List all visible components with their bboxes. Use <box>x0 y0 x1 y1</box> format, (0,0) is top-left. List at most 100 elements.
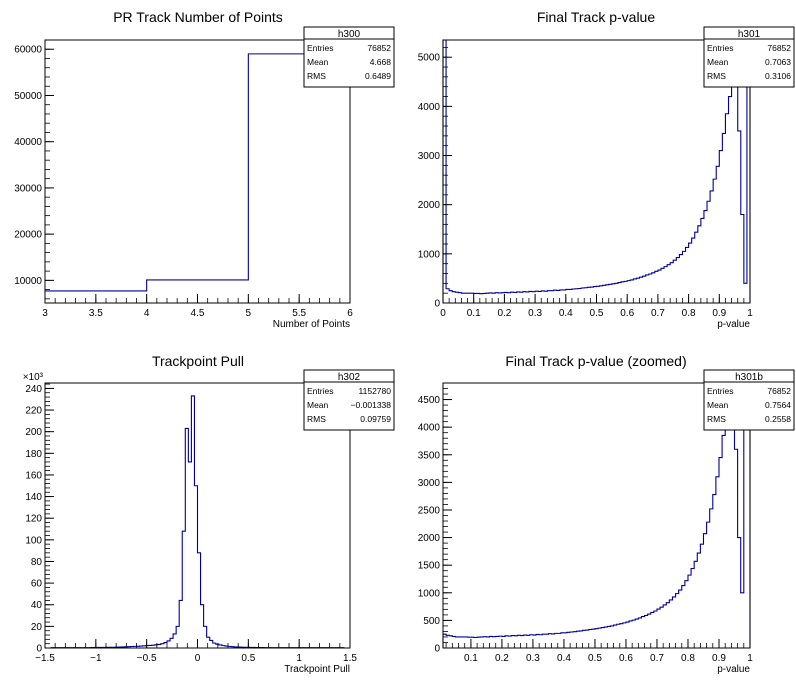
stats-row-value: 0.7564 <box>765 400 791 410</box>
y-tick-label: 3000 <box>418 151 441 162</box>
chart-panel-4: Final Track p-value (zoomed) 0 500 1000 1500… <box>418 353 795 675</box>
y-tick-label: 5000 <box>418 53 441 64</box>
x-tick-label: 0.2 <box>497 308 511 319</box>
stats-row-value: 76852 <box>767 386 791 396</box>
x-tick-label: 0.5 <box>590 308 604 319</box>
x-tick-label: 0.8 <box>681 653 695 664</box>
stats-row-value: 1152780 <box>359 386 392 396</box>
y-tick-label: 0 <box>434 299 440 310</box>
x-tick-label: 4 <box>144 308 150 319</box>
x-tick-label: 1 <box>747 653 753 664</box>
y-tick-label: 10000 <box>14 276 42 287</box>
y-tick-label: 180 <box>25 449 42 460</box>
y-tick-label: 3000 <box>418 478 441 489</box>
histogram-series <box>45 53 350 292</box>
y-tick-label: 50000 <box>14 91 42 102</box>
x-tick-label: 3 <box>42 308 48 319</box>
y-tick-label: 4000 <box>418 423 441 434</box>
x-tick-label: 0.3 <box>526 653 540 664</box>
y-tick-label: 2000 <box>418 533 441 544</box>
stats-row-value: −0.001338 <box>351 400 392 410</box>
x-tick-label: 0.5 <box>588 653 602 664</box>
stats-row-label: Entries <box>707 43 733 53</box>
stats-row-label: Entries <box>307 386 333 396</box>
x-tick-label: 6 <box>347 308 353 319</box>
stats-box-frame <box>303 369 395 431</box>
x-tick-label: 0.8 <box>682 308 696 319</box>
stats-box-name: h301 <box>738 29 761 40</box>
y-tick-label: 2500 <box>418 505 441 516</box>
x-tick-label: 1 <box>296 653 302 664</box>
stats-box-frame <box>703 369 795 431</box>
y-tick-label: 160 <box>25 470 42 481</box>
stats-row-label: Mean <box>707 400 729 410</box>
stats-row-label: Entries <box>307 43 333 53</box>
x-tick-label: −1 <box>90 653 102 664</box>
x-tick-label: 1.5 <box>343 653 357 664</box>
y-exponent-label: ×10³ <box>23 372 44 383</box>
x-tick-label: 0.9 <box>712 308 726 319</box>
y-tick-label: 1000 <box>418 249 441 260</box>
x-tick-label: 0.1 <box>464 653 478 664</box>
x-tick-label: 0 <box>195 653 201 664</box>
stats-row-label: RMS <box>707 71 726 81</box>
y-tick-label: 2000 <box>418 200 441 211</box>
chart-panel-2: Final Track p-value 0 1000 2000 3000 4000 5000… <box>418 9 795 330</box>
x-axis: 3 3.5 4 4.5 5 5.5 6 <box>42 294 353 319</box>
y-tick-label: 20 <box>31 622 43 633</box>
x-tick-label: 0.7 <box>651 308 665 319</box>
chart-title: PR Track Number of Points <box>113 9 283 25</box>
y-tick-label: 0 <box>36 644 42 655</box>
y-tick-label: 100 <box>25 535 42 546</box>
x-tick-label: 0 <box>440 308 446 319</box>
y-tick-label: 40000 <box>14 137 42 148</box>
x-tick-label: 0.3 <box>528 308 542 319</box>
x-tick-label: 5 <box>246 308 252 319</box>
stats-row-value: 0.3106 <box>765 71 791 81</box>
stats-row-value: 76852 <box>767 43 791 53</box>
histogram-series <box>45 395 350 649</box>
chart-title: Final Track p-value <box>537 9 655 25</box>
x-tick-label: 0.5 <box>241 653 255 664</box>
y-tick-label: 80 <box>31 557 43 568</box>
x-tick-label: 0.1 <box>467 308 481 319</box>
x-axis-title: p-value <box>717 319 750 330</box>
stats-box-name: h302 <box>338 372 361 383</box>
stats-box-frame <box>703 26 795 88</box>
y-tick-label: 3500 <box>418 450 441 461</box>
stats-row-value: 0.6489 <box>365 71 391 81</box>
y-tick-label: 140 <box>25 492 42 503</box>
stats-box-name: h300 <box>338 29 361 40</box>
x-tick-label: 0.2 <box>495 653 509 664</box>
x-tick-label: −1.5 <box>35 653 55 664</box>
x-axis-title: p-value <box>717 664 750 675</box>
stats-row-value: 0.7063 <box>765 57 791 67</box>
y-tick-label: 30000 <box>14 183 42 194</box>
x-tick-label: 3.5 <box>89 308 103 319</box>
stats-row-label: Entries <box>707 386 733 396</box>
stats-box-name: h301b <box>735 372 763 383</box>
chart-panel-1: PR Track Number of Points 10000 20000 30000… <box>14 9 395 330</box>
y-axis: 0 20 40 60 80 100 120 140 160 180 200 220 240 <box>25 383 54 655</box>
chart-panel-3: Trackpoint Pull 0 20 40 60 80 100 120 140 160 180 2… <box>23 353 395 675</box>
y-axis: 0 500 1000 1500 2000 2500 3000 3500 4000 4500 <box>418 382 452 655</box>
x-tick-label: −0.5 <box>137 653 157 664</box>
x-axis: 0.1 0.2 0.3 0.4 0.5 0.6 0.7 0.8 0.9 1 <box>445 639 753 664</box>
y-tick-label: 1500 <box>418 561 441 572</box>
x-axis-title: Trackpoint Pull <box>284 664 350 675</box>
stats-row-label: RMS <box>707 414 726 424</box>
x-tick-label: 0.4 <box>559 308 573 319</box>
y-tick-label: 4500 <box>418 395 441 406</box>
stats-box: h301 Entries 76852 Mean 0.7063 RMS 0.3106 <box>703 26 795 88</box>
x-tick-label: 4.5 <box>191 308 205 319</box>
y-tick-label: 4000 <box>418 102 441 113</box>
y-tick-label: 0 <box>434 644 440 655</box>
y-axis: 0 1000 2000 3000 4000 5000 <box>418 46 452 310</box>
stats-row-value: 76852 <box>367 43 391 53</box>
y-axis: 10000 20000 30000 40000 50000 60000 <box>14 39 54 300</box>
x-axis-title: Number of Points <box>273 319 350 330</box>
stats-row-label: RMS <box>307 71 326 81</box>
